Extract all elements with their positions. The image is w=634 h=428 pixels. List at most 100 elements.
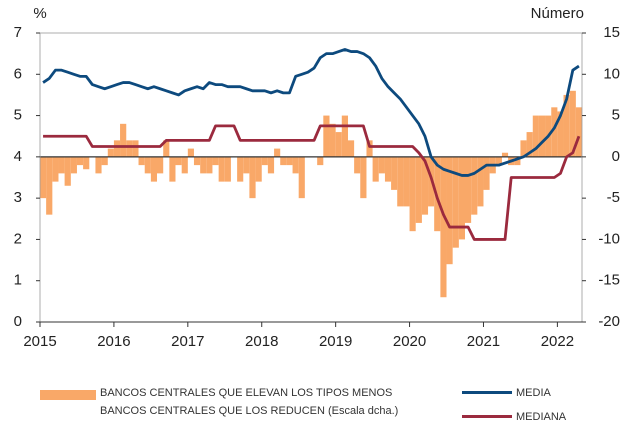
- y2-tick-label: -10: [598, 230, 620, 247]
- legend-swatch: [40, 390, 96, 400]
- bar: [446, 156, 453, 265]
- bar: [421, 156, 429, 215]
- bar: [292, 156, 299, 174]
- y2-axis-label: Número: [531, 5, 584, 22]
- bar: [126, 140, 133, 157]
- y-axis-label: %: [33, 5, 46, 22]
- bar: [409, 156, 416, 232]
- bar: [298, 156, 305, 199]
- bar: [261, 156, 268, 166]
- x-tick-label: 2016: [97, 333, 130, 350]
- x-tick-label: 2017: [171, 333, 204, 350]
- bar: [83, 156, 90, 170]
- bar: [212, 156, 219, 166]
- bar: [538, 115, 546, 157]
- bar: [347, 140, 355, 157]
- bar: [440, 156, 447, 298]
- bar: [101, 156, 108, 166]
- y2-tick-label: -15: [598, 272, 620, 289]
- bar: [200, 156, 207, 174]
- bar: [495, 156, 502, 166]
- bar: [569, 90, 576, 157]
- bar: [237, 156, 244, 182]
- bar: [243, 156, 250, 174]
- bar: [471, 156, 478, 215]
- y-tick-label: 3: [14, 189, 22, 206]
- bar: [557, 111, 564, 157]
- bar: [144, 156, 151, 174]
- bar: [464, 156, 472, 223]
- x-tick-label: 2021: [467, 333, 500, 350]
- bar: [372, 156, 379, 182]
- bar: [58, 156, 65, 174]
- bar: [169, 156, 176, 182]
- x-tick-label: 2020: [393, 333, 426, 350]
- bar: [520, 140, 527, 157]
- bar: [329, 123, 336, 157]
- bar: [187, 148, 194, 157]
- bar: [532, 115, 539, 157]
- bar: [120, 123, 127, 157]
- bar: [403, 156, 410, 207]
- bar: [181, 156, 188, 174]
- bar: [378, 156, 385, 174]
- bar: [267, 156, 275, 174]
- bar: [95, 156, 102, 174]
- y-tick-label: 2: [14, 230, 22, 247]
- legend-swatch: [462, 391, 512, 394]
- bar: [218, 156, 225, 182]
- y2-tick-label: -20: [598, 313, 620, 330]
- bar: [76, 156, 84, 166]
- legend-swatch: [462, 415, 512, 418]
- bar: [551, 107, 558, 157]
- bar: [175, 156, 182, 166]
- bar: [397, 156, 404, 207]
- bar: [526, 132, 533, 157]
- legend-label: MEDIANA: [516, 411, 567, 423]
- bar: [150, 156, 158, 182]
- bar: [391, 156, 398, 190]
- bar: [323, 115, 330, 157]
- y-tick-label: 4: [14, 148, 22, 165]
- bar: [113, 140, 121, 157]
- bar: [384, 156, 392, 182]
- bar: [514, 156, 521, 166]
- bar: [360, 156, 367, 199]
- bar: [317, 156, 324, 166]
- bar: [249, 156, 256, 199]
- bar: [132, 140, 139, 157]
- bar: [354, 156, 361, 174]
- x-tick-label: 2019: [319, 333, 352, 350]
- bar: [107, 148, 114, 157]
- x-tick-label: 2022: [541, 333, 574, 350]
- bar: [286, 156, 293, 166]
- legend-label: BANCOS CENTRALES QUE ELEVAN LOS TIPOS ME…: [100, 387, 399, 417]
- bar: [452, 156, 459, 248]
- bar: [274, 148, 281, 157]
- bar: [335, 132, 342, 157]
- y2-tick-label: -5: [607, 189, 620, 206]
- line-series: [42, 48, 580, 177]
- bar: [366, 140, 373, 157]
- y2-tick-label: 0: [612, 148, 620, 165]
- y-tick-label: 6: [14, 65, 22, 82]
- x-tick-label: 2018: [245, 333, 278, 350]
- bar: [206, 156, 213, 174]
- bar: [483, 156, 490, 190]
- bar: [280, 156, 287, 166]
- plot-frame: [39, 32, 583, 323]
- line-series: [43, 124, 581, 241]
- y-tick-label: 1: [14, 272, 22, 289]
- bar: [501, 152, 509, 157]
- y-tick-label: 0: [14, 313, 22, 330]
- bar: [224, 156, 231, 182]
- bar: [255, 156, 262, 182]
- bar: [341, 115, 348, 157]
- x-tick-label: 2015: [23, 333, 56, 350]
- bar: [193, 156, 201, 166]
- legend-label: MEDIA: [516, 387, 551, 399]
- y2-tick-label: 15: [603, 24, 620, 41]
- bar: [138, 156, 145, 166]
- bar: [52, 156, 59, 182]
